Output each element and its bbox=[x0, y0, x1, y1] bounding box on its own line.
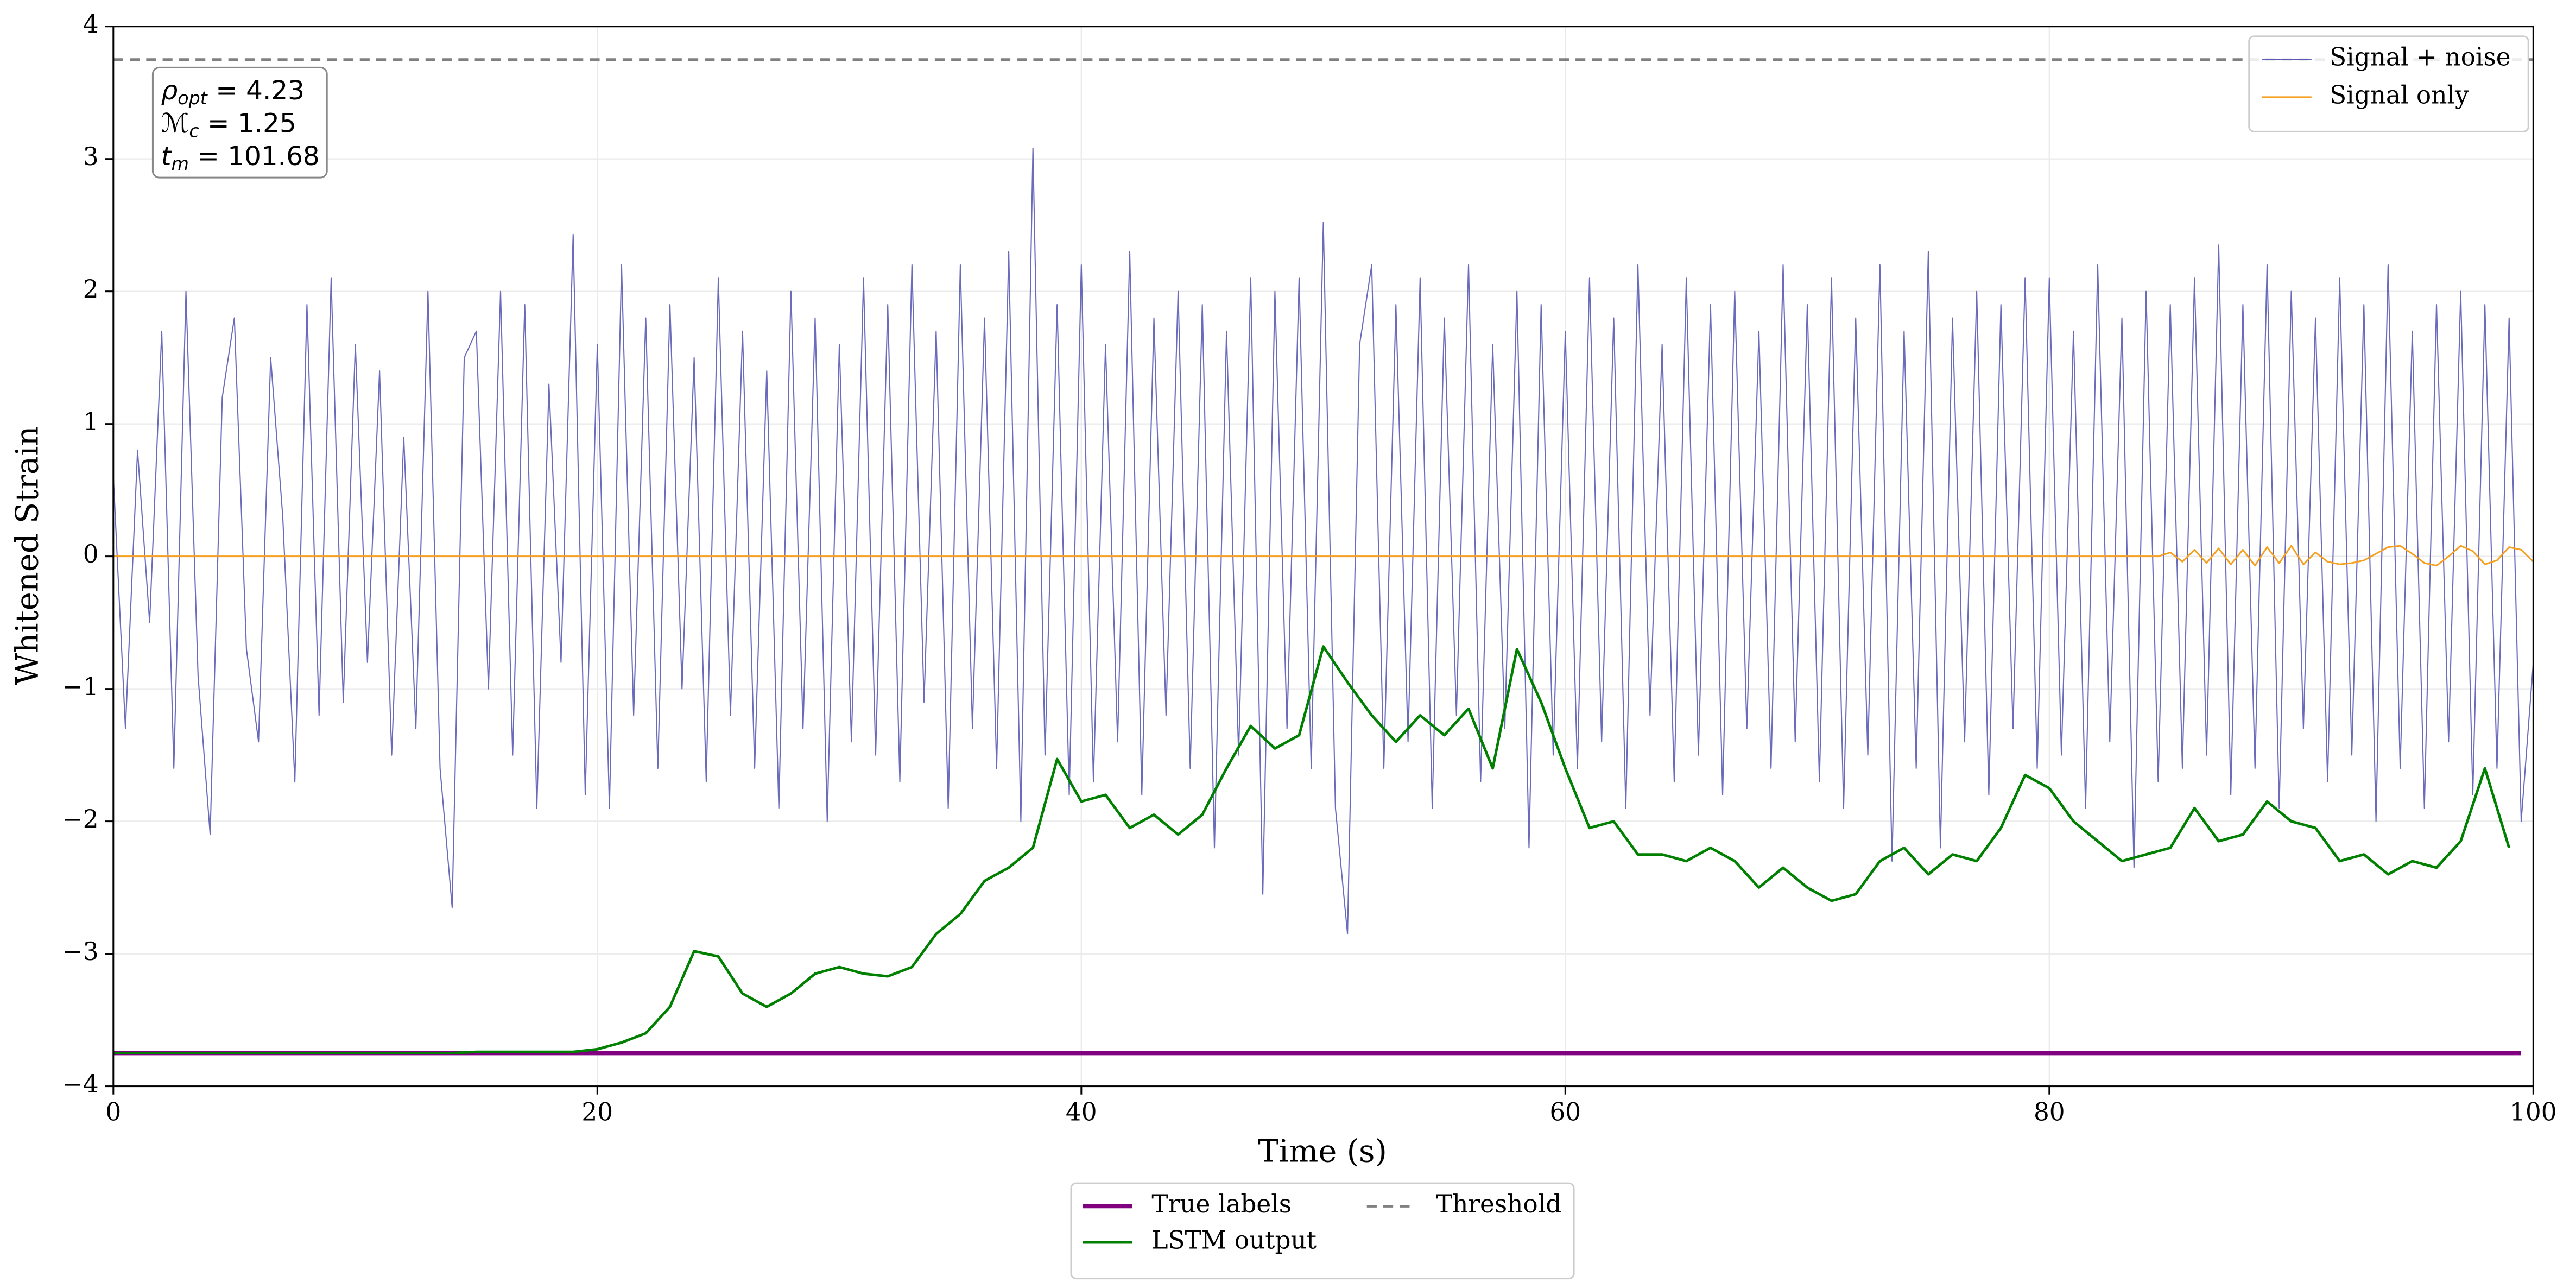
annotation-value: = 1.25 bbox=[199, 108, 296, 138]
y-tick-label: 0 bbox=[83, 540, 99, 569]
annotation-subscript: opt bbox=[178, 87, 208, 108]
annotation-value: = 4.23 bbox=[207, 75, 305, 106]
annotation-line: ρopt = 4.23 bbox=[161, 75, 305, 109]
y-axis-label: Whitened Strain bbox=[9, 426, 45, 685]
legends-layer: Signal + noise Signal only True labels LSTM… bbox=[1070, 35, 2529, 1280]
annotation-line: tm = 101.68 bbox=[161, 141, 320, 174]
x-tick-label: 0 bbox=[105, 1098, 121, 1127]
legend-label: Signal + noise bbox=[2330, 43, 2511, 72]
x-tick-label: 40 bbox=[1066, 1098, 1097, 1127]
y-tick-label: 4 bbox=[83, 10, 99, 39]
y-tick-label: −3 bbox=[62, 937, 99, 966]
y-tick-label: 2 bbox=[83, 275, 99, 304]
legend-label: Threshold bbox=[1436, 1190, 1561, 1218]
legend-label: True labels bbox=[1151, 1190, 1292, 1218]
x-tick-label: 100 bbox=[2510, 1098, 2557, 1127]
annotation-value: = 101.68 bbox=[189, 141, 320, 172]
y-tick-label: −1 bbox=[62, 672, 99, 701]
legend-label: LSTM output bbox=[1151, 1226, 1317, 1255]
annotation-subscript: c bbox=[189, 120, 199, 141]
series-line bbox=[112, 148, 2534, 935]
y-tick-label: −2 bbox=[62, 805, 99, 833]
annotation-symbol: ℳ bbox=[161, 108, 189, 138]
series-line bbox=[113, 545, 2534, 567]
x-axis-label: Time (s) bbox=[1258, 1133, 1387, 1170]
annotation-symbol: t bbox=[161, 141, 173, 172]
x-tick-label: 80 bbox=[2034, 1098, 2065, 1127]
annotation-symbol: ρ bbox=[161, 75, 178, 106]
x-tick-label: 20 bbox=[581, 1098, 613, 1127]
series-line bbox=[113, 645, 2511, 1054]
x-tick-label: 60 bbox=[1549, 1098, 1581, 1127]
y-tick-label: −4 bbox=[62, 1070, 99, 1098]
annotation-subscript: m bbox=[172, 153, 189, 174]
legend-frame bbox=[2248, 35, 2529, 132]
legend-frame bbox=[1070, 1182, 1575, 1280]
annotation-frame bbox=[151, 66, 328, 179]
y-tick-label: 3 bbox=[83, 142, 99, 171]
legend-label: Signal only bbox=[2330, 80, 2469, 109]
axes-layer: 0 20 40 60 80 100 −4 −3 −2 −1 0 1 2 3 4 bbox=[62, 10, 2557, 1126]
y-tick-label: 1 bbox=[83, 407, 99, 436]
annotation-line: ℳc = 1.25 bbox=[161, 108, 296, 141]
lines-layer bbox=[112, 58, 2534, 1056]
